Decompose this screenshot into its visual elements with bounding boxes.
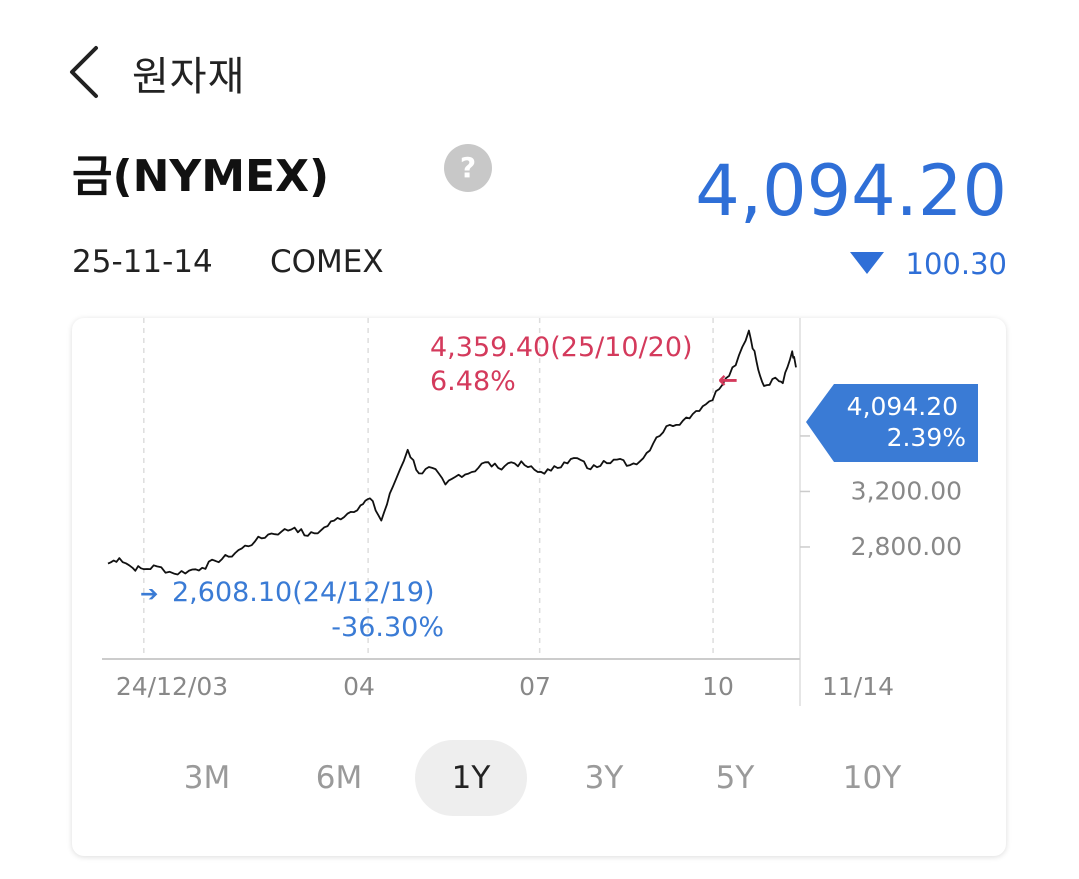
range-3m-button[interactable]: 3M (151, 740, 263, 816)
range-selector: 3M 6M 1Y 3Y 5Y 10Y (72, 740, 1006, 816)
high-arrow-icon: ← (718, 366, 738, 394)
page-title: 원자재 (132, 54, 246, 100)
instrument-name: 금(NYMEX) (72, 151, 330, 202)
back-button[interactable] (62, 42, 112, 102)
low-value-label: 2,608.10(24/12/19) (172, 577, 435, 608)
header: 원자재 (0, 0, 1079, 130)
range-10y-button[interactable]: 10Y (816, 740, 928, 816)
chart-card: 2,800.003,200.003,600.0024/12/0304071011… (72, 318, 1006, 856)
price-change: 100.30 (905, 247, 1007, 281)
current-value-label: 4,094.20 (847, 392, 958, 421)
range-1y-button[interactable]: 1Y (415, 740, 527, 816)
x-tick-label: 04 (343, 672, 375, 701)
triangle-down-icon (850, 252, 884, 274)
exchange-name: COMEX (270, 244, 384, 280)
chevron-left-icon (70, 46, 98, 98)
current-value-tag (806, 384, 978, 462)
y-tick-label: 2,800.00 (851, 532, 962, 561)
high-value-label: 4,359.40(25/10/20) (430, 332, 693, 363)
range-3y-button[interactable]: 3Y (548, 740, 660, 816)
current-pct-label: 2.39% (887, 423, 966, 452)
x-tick-label: 07 (519, 672, 551, 701)
x-tick-label: 24/12/03 (116, 672, 228, 701)
current-price: 4,094.20 (695, 150, 1007, 232)
low-arrow-icon: ➔ (140, 582, 158, 607)
x-tick-label: 10 (702, 672, 734, 701)
x-tick-label: 11/14 (822, 672, 894, 701)
low-pct-label: -36.30% (331, 612, 444, 643)
price-line (107, 329, 797, 576)
help-icon[interactable]: ? (444, 144, 492, 192)
range-5y-button[interactable]: 5Y (679, 740, 791, 816)
high-pct-label: 6.48% (430, 366, 516, 397)
price-chart[interactable]: 2,800.003,200.003,600.0024/12/0304071011… (72, 318, 1006, 738)
range-6m-button[interactable]: 6M (283, 740, 395, 816)
quote-date: 25-11-14 (72, 244, 213, 280)
y-tick-label: 3,200.00 (851, 476, 962, 505)
